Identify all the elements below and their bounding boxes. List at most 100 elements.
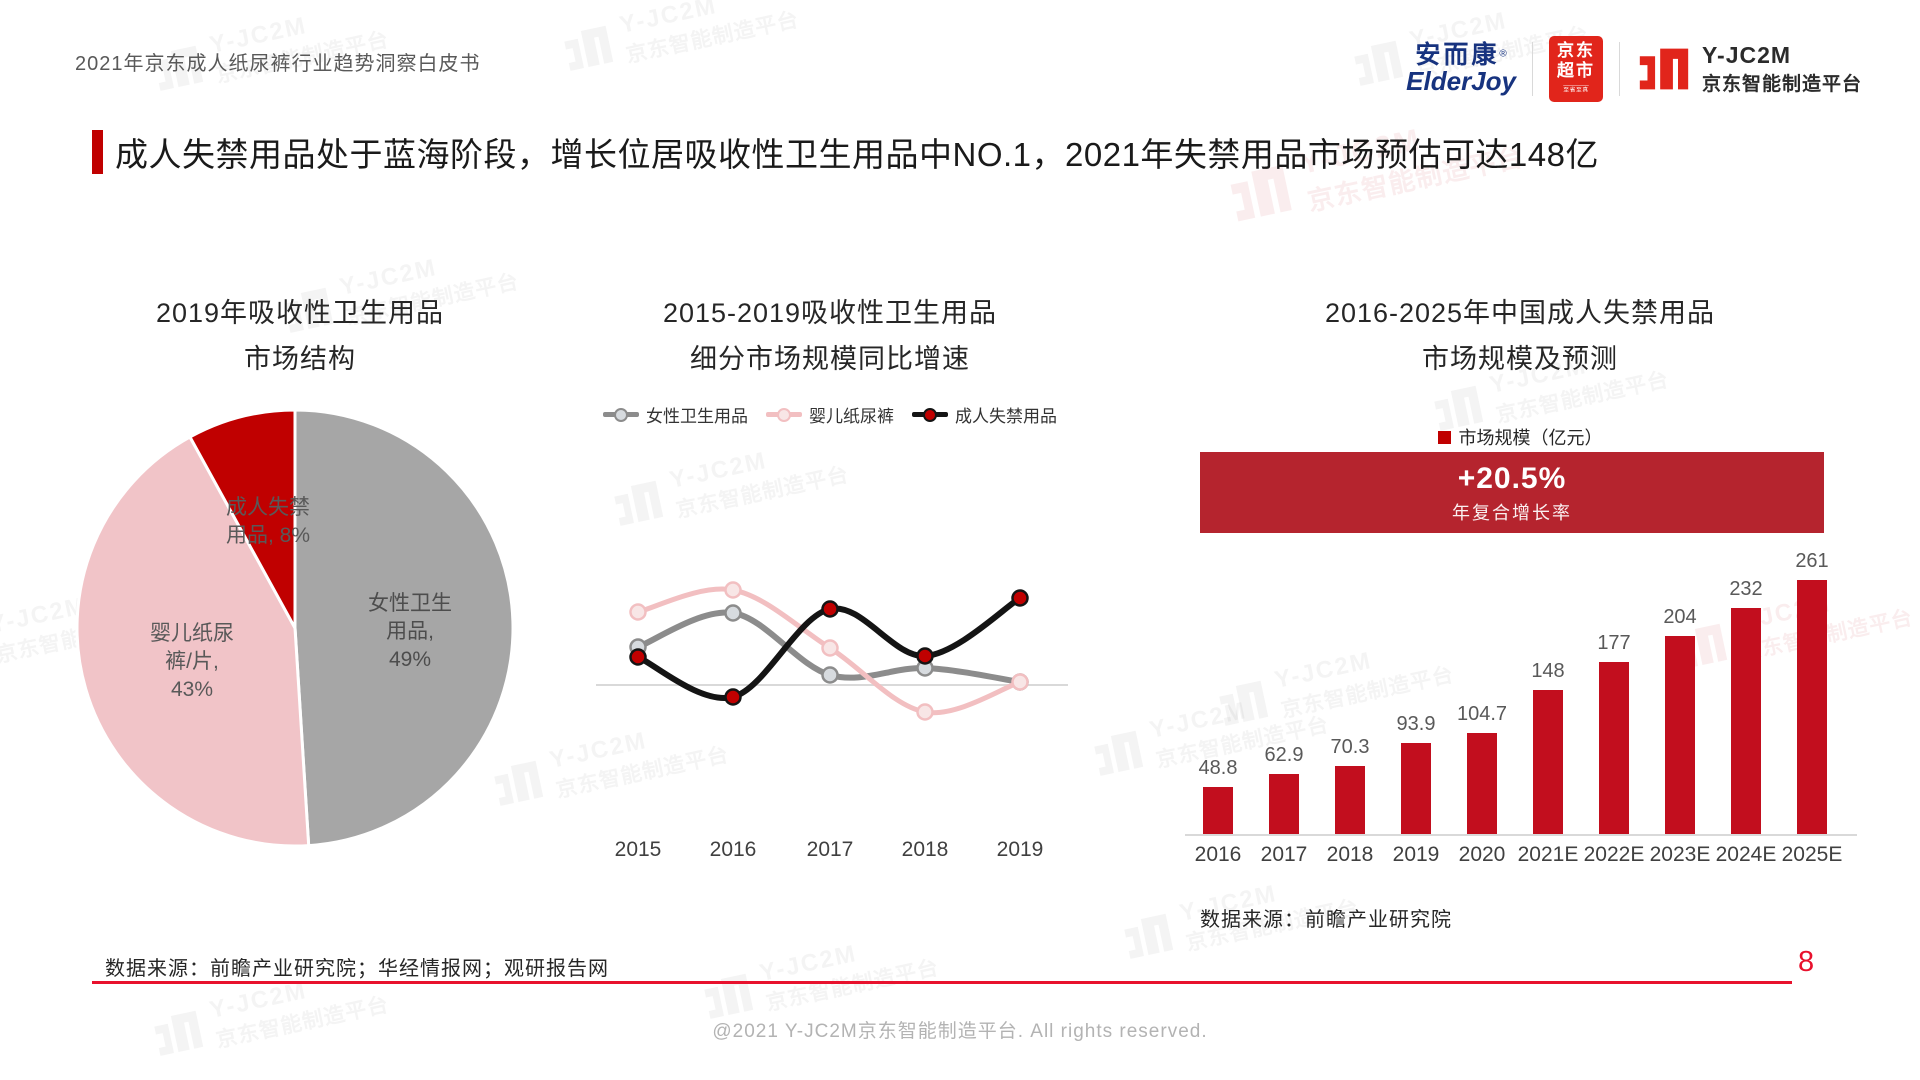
elderjoy-en-text: ElderJoy xyxy=(1406,66,1516,97)
jc2m-mark-icon xyxy=(1639,48,1689,90)
pie-slice-女性卫生用品 xyxy=(293,408,515,848)
headline-accent-bar xyxy=(92,130,103,174)
bar-slot: 148 xyxy=(1515,538,1581,835)
jd-logo-line2: 超市 xyxy=(1556,60,1595,80)
bar-slot: 204 xyxy=(1647,538,1713,835)
x-axis-label: 2023E xyxy=(1649,843,1711,866)
headline: 成人失禁用品处于蓝海阶段，增长位居吸收性卫生用品中NO.1，2021年失禁用品市… xyxy=(92,128,1599,176)
data-source-text: 数据来源：前瞻产业研究院；华经情报网；观研报告网 xyxy=(105,958,609,980)
bar-value-label: 93.9 xyxy=(1396,713,1436,735)
pie-slice-婴儿纸尿裤/片 xyxy=(75,435,311,848)
bar-slot: 70.3 xyxy=(1317,538,1383,835)
x-axis-label: 2017 xyxy=(806,838,854,861)
x-axis-label: 2021E xyxy=(1517,843,1579,866)
bar-2021E xyxy=(1533,690,1563,835)
copyright-text: @2021 Y-JC2M京东智能制造平台. All rights reserve… xyxy=(712,1021,1208,1042)
x-axis-label: 2018 xyxy=(1326,843,1374,866)
bar-slot: 104.7 xyxy=(1449,538,1515,835)
bar-value-label: 261 xyxy=(1795,550,1829,572)
bar-slot: 48.8 xyxy=(1185,538,1251,835)
bar-2017 xyxy=(1269,774,1299,835)
line-chart xyxy=(596,581,1068,721)
page-number: 8 xyxy=(1798,946,1815,978)
bar-2025E xyxy=(1797,580,1827,835)
x-axis-label: 2016 xyxy=(709,838,757,861)
bar-chart-legend: 市场规模（亿元） xyxy=(1185,424,1855,450)
jd-supermarket-logo: 京东 超市 至省至真 xyxy=(1548,36,1603,102)
headline-text: 成人失禁用品处于蓝海阶段，增长位居吸收性卫生用品中NO.1，2021年失禁用品市… xyxy=(115,136,1599,173)
jd-logo-line1: 京东 xyxy=(1556,41,1595,61)
logo-divider xyxy=(1531,42,1533,96)
x-axis-label: 2019 xyxy=(996,838,1044,861)
legend-swatch xyxy=(912,407,948,422)
bar-chart: 48.8 62.9 70.3 93.9 104.7 148 177 204 232 261 xyxy=(1185,538,1845,835)
bar-value-label: 70.3 xyxy=(1330,736,1370,758)
bar-chart-x-labels: 2016 2017 2018 2019 2020 2021E 2022E 2023E 2024E… xyxy=(1185,843,1845,867)
cagr-value: +20.5% xyxy=(1457,462,1567,495)
cagr-label: 年复合增长率 xyxy=(1452,503,1572,523)
jc2m-cn-text: 京东智能制造平台 xyxy=(1701,74,1862,95)
data-point xyxy=(629,648,647,666)
line-title-line2: 细分市场规模同比增速 xyxy=(690,344,970,374)
x-axis-label: 2017 xyxy=(1260,843,1308,866)
jc2m-name-text: Y-JC2M xyxy=(1701,42,1792,68)
bar-2016 xyxy=(1203,787,1233,835)
x-axis-label: 2025E xyxy=(1781,843,1843,866)
bar-value-label: 104.7 xyxy=(1456,703,1508,725)
x-axis-label: 2019 xyxy=(1392,843,1440,866)
registered-mark-icon: ® xyxy=(1499,48,1507,60)
pie-title-line1: 2019年吸收性卫生用品 xyxy=(155,298,445,328)
pie-svg xyxy=(75,408,515,848)
data-point xyxy=(629,603,647,621)
bar-slot: 62.9 xyxy=(1251,538,1317,835)
legend-item-adult: 成人失禁用品 xyxy=(912,402,1057,427)
x-axis-label: 2022E xyxy=(1583,843,1645,866)
data-point xyxy=(1011,673,1029,691)
x-axis-label: 2015 xyxy=(614,838,662,861)
bar-2018 xyxy=(1335,766,1365,835)
x-axis-label: 2024E xyxy=(1715,843,1777,866)
bar-title-line2: 市场规模及预测 xyxy=(1422,344,1618,374)
pie-title-line2: 市场结构 xyxy=(244,344,356,374)
footer-accent-line xyxy=(92,981,1792,984)
bar-value-label: 148 xyxy=(1531,660,1565,682)
pie-label-adult: 成人失禁 用品, 8% xyxy=(225,496,311,547)
data-point xyxy=(724,688,742,706)
pie-chart-title: 2019年吸收性卫生用品 市场结构 xyxy=(85,290,515,382)
legend-item-female: 女性卫生用品 xyxy=(603,402,748,427)
elderjoy-logo: 安而康® ElderJoy xyxy=(1406,42,1516,96)
logo-bar: 安而康® ElderJoy 京东 超市 至省至真 Y-JC2M 京东智能制造平台 xyxy=(1406,34,1862,104)
legend-square-icon xyxy=(1437,430,1451,444)
bar-value-label: 62.9 xyxy=(1264,744,1304,766)
elderjoy-cn-text: 安而康 xyxy=(1415,41,1500,70)
bar-slot: 177 xyxy=(1581,538,1647,835)
line-title-line1: 2015-2019吸收性卫生用品 xyxy=(662,298,998,328)
x-axis-label: 2016 xyxy=(1194,843,1242,866)
bar-value-label: 177 xyxy=(1597,632,1631,654)
bar-2023E xyxy=(1665,636,1695,835)
bar-chart-title: 2016-2025年中国成人失禁用品 市场规模及预测 xyxy=(1185,290,1855,382)
jc2m-logo: Y-JC2M 京东智能制造平台 xyxy=(1636,42,1862,96)
line-chart-title: 2015-2019吸收性卫生用品 细分市场规模同比增速 xyxy=(580,290,1080,382)
legend-swatch xyxy=(766,407,802,422)
data-point xyxy=(724,581,742,599)
doc-title: 2021年京东成人纸尿裤行业趋势洞察白皮书 xyxy=(75,53,481,75)
legend-item-baby: 婴儿纸尿裤 xyxy=(766,402,894,427)
data-point xyxy=(821,666,839,684)
data-point xyxy=(724,604,742,622)
jd-logo-slogan: 至省至真 xyxy=(1563,85,1589,94)
logo-divider xyxy=(1618,42,1620,96)
bar-chart-axis xyxy=(1185,834,1857,836)
pie-chart: 成人失禁 用品, 8% 女性卫生 用品, 49% 婴儿纸尿 裤/片, 43% xyxy=(75,408,515,848)
pie-slice-成人失禁用品 xyxy=(188,408,297,630)
bar-2020 xyxy=(1467,733,1497,835)
legend-swatch xyxy=(603,407,639,422)
x-axis-label: 2018 xyxy=(901,838,949,861)
bar-2024E xyxy=(1731,608,1761,835)
data-point xyxy=(916,703,934,721)
x-axis-label: 2020 xyxy=(1458,843,1506,866)
bar-title-line1: 2016-2025年中国成人失禁用品 xyxy=(1324,298,1716,328)
